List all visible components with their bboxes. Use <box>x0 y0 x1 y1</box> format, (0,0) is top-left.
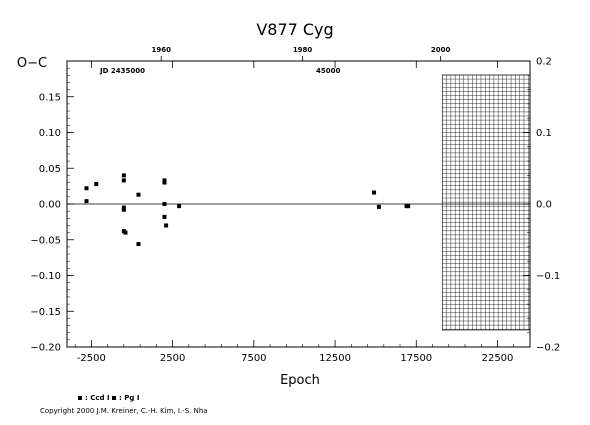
grid-border <box>441 74 531 331</box>
data-point <box>162 180 167 185</box>
legend-marker-pg <box>112 396 116 400</box>
legend-marker-ccd <box>78 396 82 400</box>
y-tick-label: −0.05 <box>30 235 61 246</box>
data-point <box>376 204 381 209</box>
data-point <box>136 192 141 197</box>
future-epoch-grid <box>441 74 531 331</box>
year-tick-label: 1980 <box>293 46 313 54</box>
legend-label-ccd: : Ccd I <box>85 394 110 402</box>
y-tick-label: 0.05 <box>39 164 61 175</box>
x-tick-label: 7500 <box>241 353 266 364</box>
data-point <box>121 207 126 212</box>
x-tick-label: 2500 <box>160 353 185 364</box>
data-point <box>162 202 167 206</box>
data-point <box>84 186 89 191</box>
y-tick-label: 0.10 <box>39 128 61 139</box>
y-tick-label: −0.15 <box>30 307 61 318</box>
data-point <box>121 173 126 178</box>
data-point <box>162 178 167 183</box>
data-point <box>121 205 126 210</box>
data-point <box>406 204 411 209</box>
y-tick-label: −0.20 <box>30 343 61 354</box>
x-tick-label: 12500 <box>319 353 351 364</box>
x-axis-title: Epoch <box>280 373 320 388</box>
data-point <box>123 230 128 235</box>
data-point <box>84 199 89 204</box>
data-point <box>177 204 182 209</box>
x-tick-label: 17500 <box>400 353 432 364</box>
y-tick-label-right: 0.1 <box>536 128 552 139</box>
y-tick-label-right: −0.1 <box>536 271 560 282</box>
data-point <box>121 178 126 183</box>
data-point <box>162 214 167 219</box>
year-tick-label: 1960 <box>151 46 171 54</box>
legend-label-pg: : Pg I <box>119 394 139 402</box>
x-tick-label: -2500 <box>77 353 106 364</box>
y-tick-label: 0.00 <box>39 200 61 211</box>
y-tick-label: −0.10 <box>30 271 61 282</box>
data-point <box>136 242 141 247</box>
y-tick-label-right: 0.0 <box>536 200 552 211</box>
y-tick-label-right: −0.2 <box>536 343 560 354</box>
y-tick-label-right: 0.2 <box>536 57 552 68</box>
copyright-text: Copyright 2000 J.M. Kreiner, C.-H. Kim, … <box>40 407 208 415</box>
data-point <box>372 190 377 195</box>
legend: : Ccd I : Pg I <box>78 394 139 402</box>
y-axis-title: O−C <box>17 56 47 71</box>
data-point <box>164 223 169 228</box>
chart-title: V877 Cyg <box>256 20 333 39</box>
axis-ticks: -2500 2500 7500 12500 17500 22500 1960 1980 2000… <box>30 46 560 364</box>
y-tick-label: 0.15 <box>39 92 61 103</box>
data-point <box>94 181 99 186</box>
x-tick-label: 22500 <box>482 353 514 364</box>
jd-mid-label: 45000 <box>316 67 340 75</box>
data-points <box>84 173 411 247</box>
year-tick-label: 2000 <box>431 46 451 54</box>
jd-label: JD 2435000 <box>99 67 145 75</box>
